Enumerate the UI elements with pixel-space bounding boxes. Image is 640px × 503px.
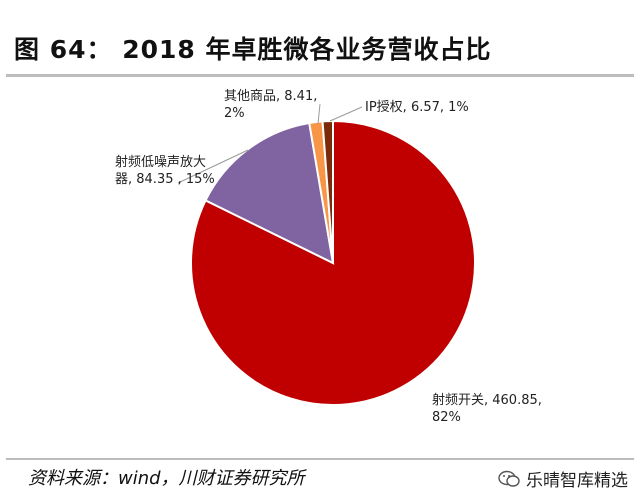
footer-divider — [6, 458, 634, 460]
slice-label: IP授权, 6.57, 1% — [365, 99, 469, 115]
chart-title: 图 64： 2018 年卓胜微各业务营收占比 — [14, 35, 492, 64]
leader-line — [329, 106, 363, 122]
source-note: 资料来源：wind，川财证券研究所 — [28, 468, 305, 489]
pie-slices — [190, 119, 476, 406]
slice-labels: 射频开关, 460.85, 82% 射频低噪声放大器, 84.35 , 15% 其他商… — [115, 89, 542, 425]
pie-slice — [321, 119, 334, 264]
wechat-icon — [498, 470, 520, 487]
watermark: 乐晴智库精选 — [498, 466, 628, 491]
slice-label: 射频低噪声放大器, 84.35 , 15% — [115, 154, 215, 187]
leader-line — [317, 103, 321, 125]
leader-lines — [177, 103, 363, 184]
leader-line — [177, 149, 249, 184]
watermark-text: 乐晴智库精选 — [526, 471, 628, 491]
slice-label: 其他商品, 8.41, 2% — [224, 89, 317, 121]
pie-slice — [204, 121, 335, 265]
title-divider — [6, 74, 634, 77]
slice-label: 射频开关, 460.85, 82% — [432, 392, 542, 425]
